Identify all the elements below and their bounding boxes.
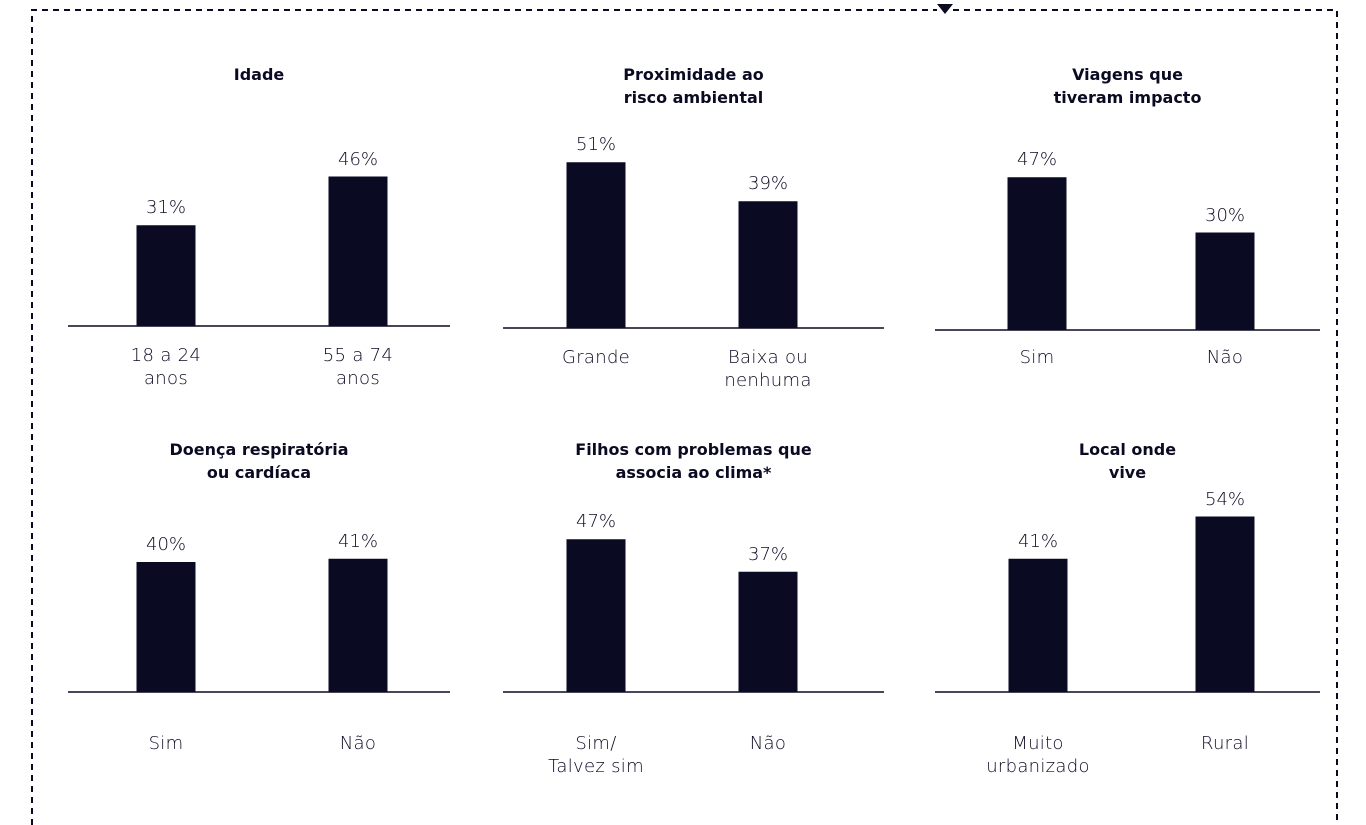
bar [136, 562, 196, 692]
chart-title: Idade [233, 65, 285, 84]
chart-title: Doença respiratória ou cardíaca [169, 440, 349, 482]
bar [1007, 177, 1067, 330]
category-label: Baixa ou nenhuma [724, 347, 812, 391]
value-label: 31% [145, 197, 187, 219]
chart-title: Local onde vive [1078, 440, 1177, 482]
value-label: 47% [1016, 149, 1058, 171]
category-label: 55 a 74 anos [322, 345, 394, 389]
bar [566, 539, 626, 692]
bar [1008, 558, 1068, 692]
bar [738, 571, 798, 692]
bar [738, 201, 798, 328]
chart-title: Viagens que tiveram impacto [1053, 65, 1202, 107]
bar [328, 558, 388, 692]
bar [1195, 232, 1255, 330]
category-label: Sim [148, 733, 184, 754]
chart-title: Proximidade ao risco ambiental [623, 65, 764, 107]
value-label: 37% [747, 543, 789, 565]
category-label: Sim [1019, 347, 1055, 368]
dashed-frame [31, 9, 1338, 825]
category-label: Rural [1200, 733, 1250, 754]
arrow [937, 4, 953, 14]
value-label: 30% [1204, 204, 1246, 226]
bar [566, 162, 626, 328]
bar [1195, 516, 1255, 692]
value-label: 41% [337, 530, 379, 552]
value-label: 54% [1204, 488, 1246, 510]
value-label: 47% [575, 511, 617, 533]
category-label: 18 a 24 anos [130, 345, 202, 389]
bar [136, 225, 196, 326]
value-label: 40% [145, 534, 187, 555]
category-label: Muito urbanizado [986, 733, 1090, 777]
value-label: 41% [1017, 530, 1059, 552]
value-label: 46% [337, 148, 379, 170]
chart-title: Filhos com problemas que associa ao clim… [575, 440, 812, 482]
category-label: Sim/ Talvez sim [548, 733, 644, 777]
category-label: Não [1206, 347, 1244, 368]
category-label: Não [749, 733, 787, 754]
value-label: 39% [747, 173, 789, 195]
category-label: Grande [561, 347, 631, 368]
bar [328, 176, 388, 326]
value-label: 51% [575, 134, 617, 156]
category-label: Não [339, 733, 377, 754]
